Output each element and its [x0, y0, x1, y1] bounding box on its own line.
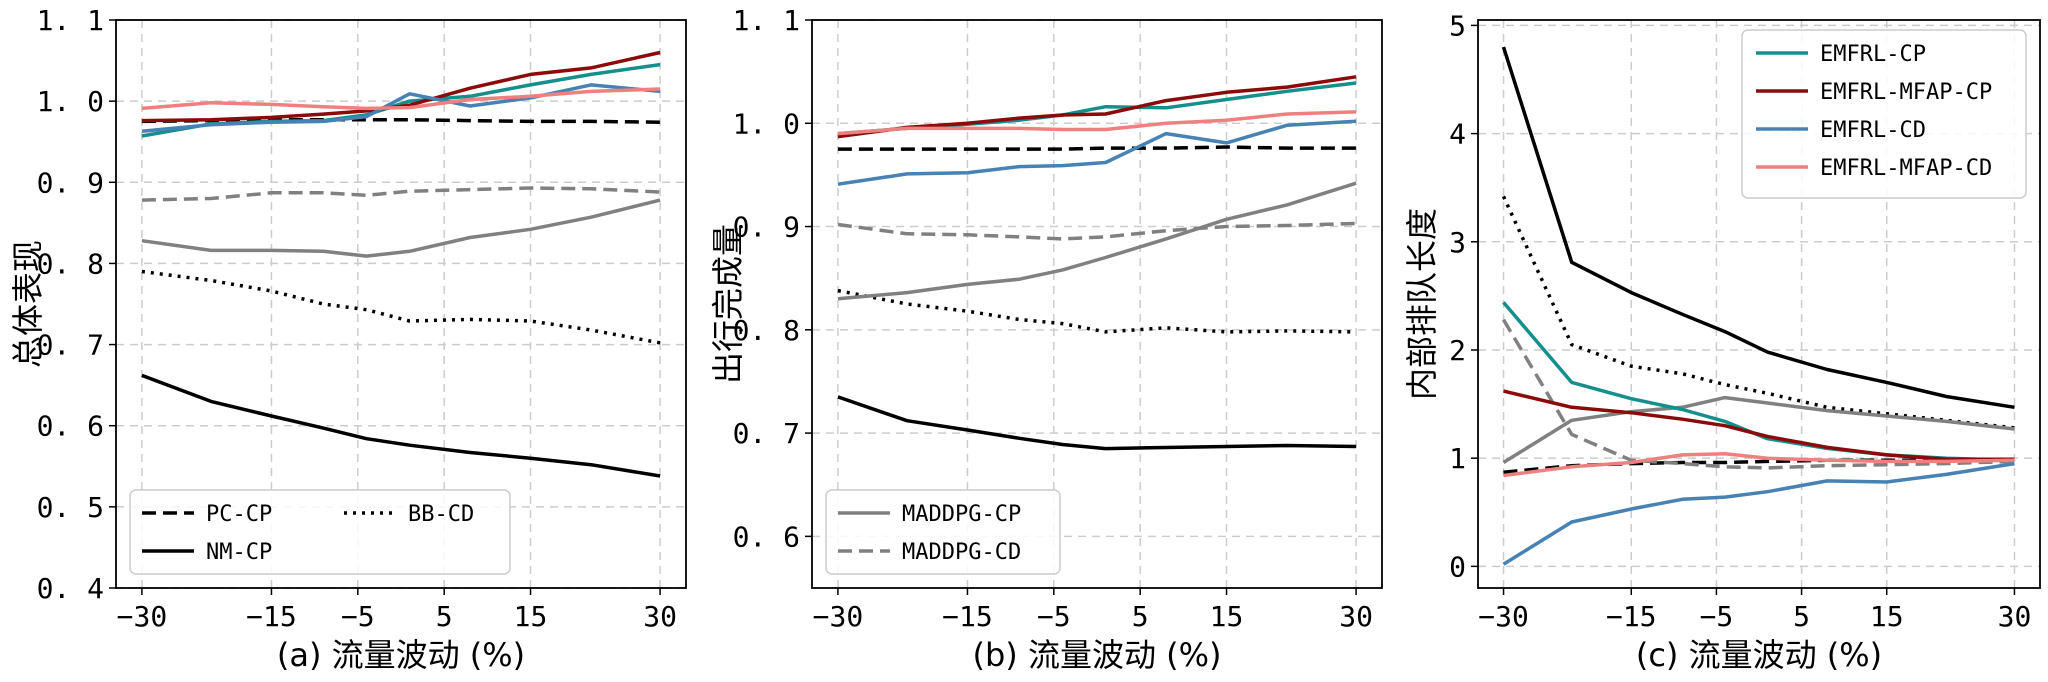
series-line-emfrl-cd — [141, 83, 661, 133]
y-tick-label: 1. 0 — [733, 107, 800, 140]
y-tick-label: 1 — [1449, 442, 1466, 475]
legend-label: EMFRL-MFAP-CP — [1820, 80, 1992, 105]
series-line-emfrl-cd — [1502, 461, 2015, 566]
series-line-emfrl-cd — [837, 119, 1357, 186]
series-line-bb-cd — [141, 269, 661, 345]
x-tick-label: 15 — [514, 600, 548, 633]
y-tick-label: 0 — [1449, 550, 1466, 583]
x-tick-label: 15 — [1210, 600, 1244, 633]
legend-label: EMFRL-CP — [1820, 42, 1926, 67]
x-tick-label: −5 — [1037, 600, 1071, 633]
legend-label: MADDPG-CP — [902, 502, 1021, 527]
y-tick-label: 4 — [1449, 118, 1466, 151]
y-tick-label: 5 — [1449, 9, 1466, 42]
series-line-bb-cd — [837, 288, 1357, 334]
x-tick-label: −30 — [1478, 600, 1529, 633]
x-tick-label: 30 — [1339, 600, 1373, 633]
plot-frame — [811, 19, 1383, 589]
series-line-emfrl-mfap-cd — [1503, 452, 2015, 478]
x-tick-label: 15 — [1870, 600, 1904, 633]
panel-caption: (b) 流量波动 (%) — [972, 636, 1221, 674]
series-line-maddpg-cp — [1502, 395, 2015, 464]
panel-caption: (c) 流量波动 (%) — [1636, 636, 1882, 674]
legend-label: EMFRL-MFAP-CD — [1820, 156, 1992, 181]
series-line-emfrl-mfap-cd — [837, 110, 1357, 136]
y-tick-label: 2 — [1449, 334, 1466, 367]
y-tick-label: 0. 8 — [733, 314, 800, 347]
series-line-nm-cp — [1501, 46, 2015, 410]
x-tick-label: −5 — [1700, 600, 1734, 633]
series-line-nm-cp — [141, 373, 661, 478]
y-tick-label: 0. 6 — [733, 520, 800, 553]
series-line-emfrl-mfap-cd — [141, 87, 661, 111]
y-tick-label: 0. 7 — [37, 329, 104, 362]
y-tick-label: 1. 1 — [733, 4, 800, 37]
panel-a: −30 −15 −5 5 15 30 0. 4 0. 5 0. 6 0. 7 0. 8 0. 9 1. … — [9, 4, 687, 674]
y-tick-label: 0. 8 — [37, 247, 104, 280]
series-line-pc-cp — [837, 145, 1357, 151]
y-tick-label: 0. 6 — [37, 410, 104, 443]
x-tick-label: −15 — [246, 600, 297, 633]
panel-b: −30 −15 −5 5 15 30 0. 6 0. 7 0. 8 0. 9 1. 0 1. 1 出行完… — [709, 4, 1383, 674]
y-tick-label: 0. 4 — [37, 572, 104, 605]
y-axis-title: 出行完成量 — [709, 224, 747, 384]
panel-c: −30 −15 −5 5 15 30 0 1 2 3 4 5 内部排队长度 (c) 流量波动 (%) EMF… — [1403, 9, 2041, 674]
legend-label: BB-CD — [408, 502, 474, 527]
x-tick-label: −30 — [813, 600, 864, 633]
y-tick-label: 0. 9 — [733, 211, 800, 244]
x-tick-label: 5 — [1132, 600, 1149, 633]
legend: EMFRL-CP EMFRL-MFAP-CP EMFRL-CD EMFRL-MFAP-… — [1741, 29, 2027, 199]
series-line-emfrl-cp — [1502, 301, 2015, 463]
legend-box — [129, 489, 511, 575]
x-tick-label: 5 — [1793, 600, 1810, 633]
series-line-emfrl-mfap-cp — [1503, 389, 2015, 462]
x-tick-label: −5 — [341, 600, 375, 633]
y-tick-label: 0. 9 — [37, 166, 104, 199]
x-tick-label: −30 — [117, 600, 168, 633]
series-line-maddpg-cp — [141, 198, 661, 258]
x-tick-label: −15 — [1606, 600, 1657, 633]
series-line-maddpg-cd — [837, 221, 1357, 241]
legend-label: MADDPG-CD — [902, 540, 1021, 565]
y-tick-label: 1. 1 — [37, 4, 104, 37]
plot-frame — [1477, 19, 2041, 589]
series-line-emfrl-mfap-cp — [837, 75, 1357, 139]
y-tick-label: 0. 5 — [37, 491, 104, 524]
y-axis-title: 总体表现 — [9, 240, 47, 368]
x-tick-label: 30 — [643, 600, 677, 633]
x-tick-label: 30 — [1998, 600, 2032, 633]
plot-frame — [115, 19, 687, 589]
series-line-pc-cp — [1503, 457, 2015, 474]
series-line-maddpg-cd — [141, 186, 661, 202]
series-line-maddpg-cp — [837, 181, 1357, 301]
legend-label: EMFRL-CD — [1820, 118, 1926, 143]
series-line-maddpg-cd — [1501, 318, 2015, 470]
y-tick-label: 0. 7 — [733, 417, 800, 450]
y-axis-title: 内部排队长度 — [1403, 208, 1441, 400]
legend: MADDPG-CP MADDPG-CD — [825, 489, 1061, 575]
x-tick-label: 5 — [436, 600, 453, 633]
series-line-bb-cd — [1501, 195, 2015, 430]
series-line-nm-cp — [837, 395, 1357, 451]
panel-caption: (a) 流量波动 (%) — [277, 636, 525, 674]
legend-label: PC-CP — [206, 502, 272, 527]
x-tick-label: −15 — [942, 600, 993, 633]
y-tick-label: 3 — [1449, 226, 1466, 259]
y-tick-label: 1. 0 — [37, 85, 104, 118]
legend-box — [825, 489, 1061, 575]
legend-box — [1741, 29, 2027, 199]
legend: PC-CP BB-CD NM-CP — [129, 489, 511, 575]
legend-label: NM-CP — [206, 540, 272, 565]
